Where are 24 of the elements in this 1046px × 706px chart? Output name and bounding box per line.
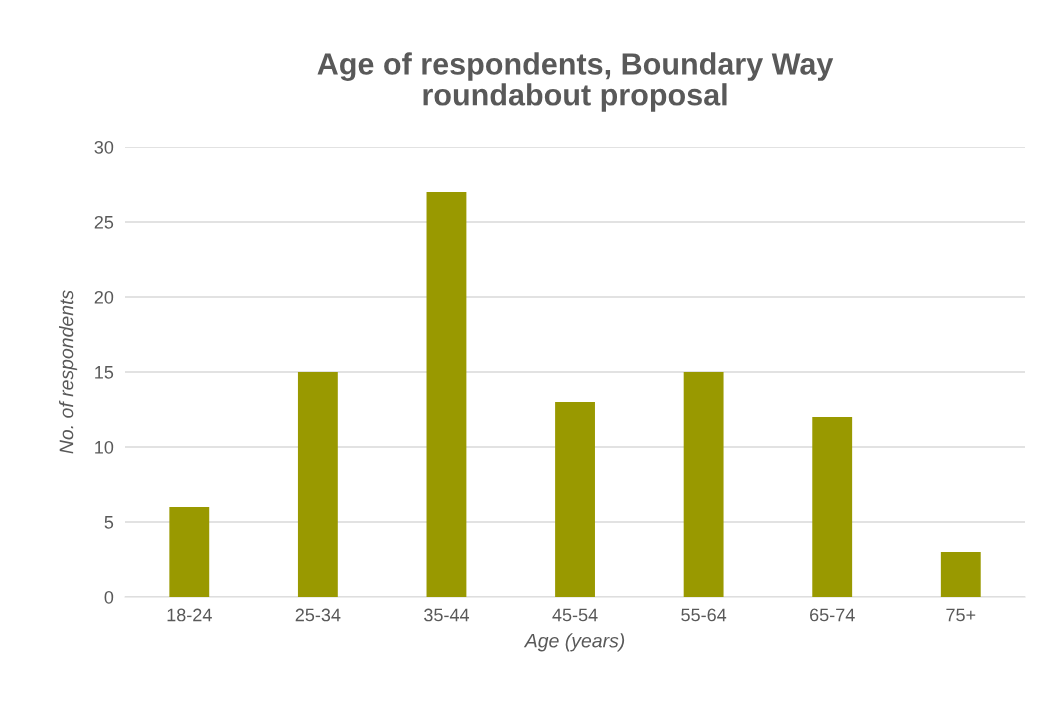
bar (555, 401, 595, 597)
bar (812, 416, 853, 597)
y-axis-title: No. of respondents (59, 290, 78, 454)
y-tick-label: 30 (94, 140, 114, 154)
x-tick-label: 18-24 (167, 608, 212, 622)
y-tick-label: 0 (104, 590, 114, 604)
x-tick-label: 65-74 (810, 608, 855, 622)
bar (426, 191, 467, 597)
y-tick-label: 5 (104, 516, 114, 529)
y-tick-label: 20 (94, 290, 114, 304)
x-axis-title: Age (years) (523, 633, 625, 652)
y-tick-label: 25 (94, 215, 114, 229)
x-tick-label: 25-34 (295, 608, 341, 622)
x-tick-label: 55-64 (681, 608, 727, 622)
bar (940, 551, 981, 597)
x-tick-label: 35-44 (424, 608, 470, 622)
x-tick-label: 45-54 (552, 608, 598, 622)
bar (169, 506, 210, 597)
bar (683, 371, 724, 597)
chart-title: Age of respondents, Boundary Way roundabout proposal (317, 52, 834, 112)
x-tick-label: 75+ (946, 608, 976, 622)
y-tick-label: 15 (95, 366, 114, 379)
bar (297, 371, 338, 597)
y-tick-label: 10 (95, 440, 114, 454)
